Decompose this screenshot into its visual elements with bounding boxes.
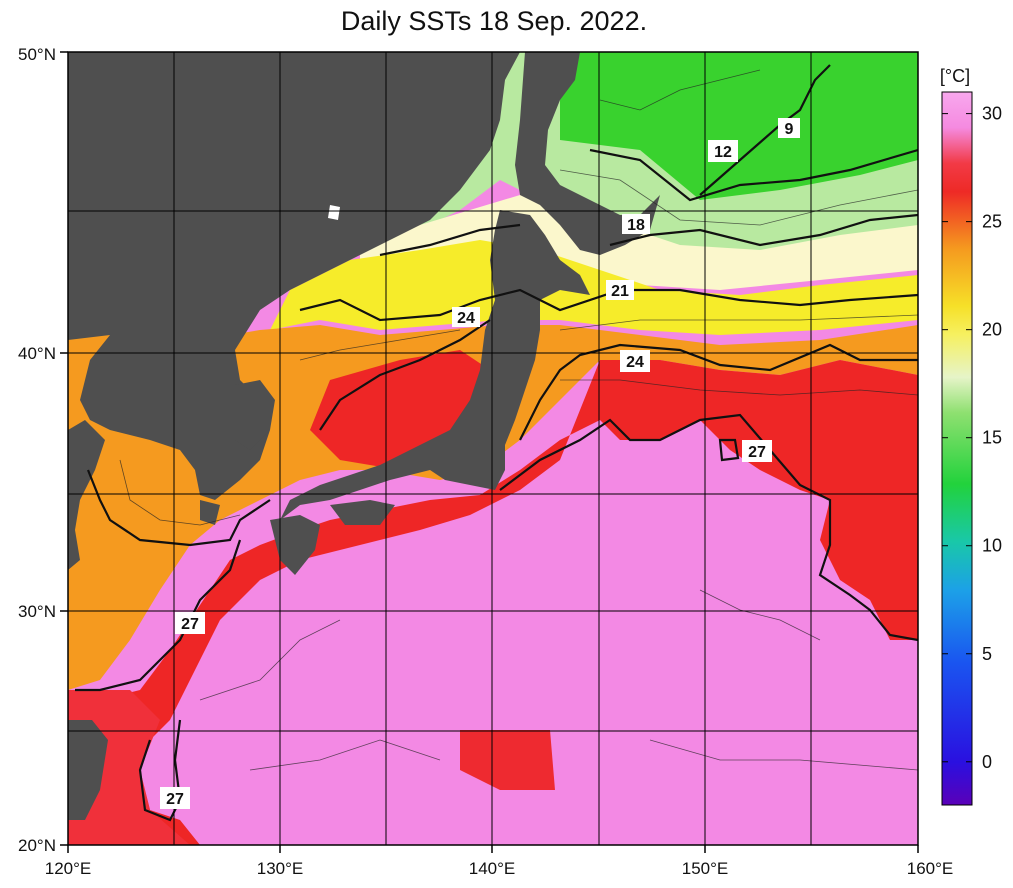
isotherm-21 xyxy=(299,288,918,322)
isotherm-18-west xyxy=(379,223,521,257)
isotherm-27-east-china-sea xyxy=(75,539,242,692)
kyushu-land xyxy=(270,515,320,575)
isotherm-27-south xyxy=(138,719,182,822)
sst-field xyxy=(68,52,918,845)
red-water-band xyxy=(68,360,918,845)
isotherm-label-24-sea-of-japan: 24 xyxy=(457,310,475,327)
isotherm-27-eddy xyxy=(718,438,740,462)
shikoku-land xyxy=(330,500,395,525)
lake-khanka xyxy=(328,205,340,220)
korea-peninsula-land xyxy=(235,380,275,450)
sakhalin-hokkaido-land xyxy=(515,52,660,255)
isotherm-label-27-west: 27 xyxy=(181,616,199,633)
colorbar-label-15: 15 xyxy=(982,428,1002,448)
isotherm-label-9: 9 xyxy=(785,121,794,138)
lon-tick-140: 140°E xyxy=(469,859,516,878)
colorbar-label-20: 20 xyxy=(982,320,1002,340)
jeju-land xyxy=(200,500,220,525)
yellow-water-band xyxy=(270,240,918,335)
lon-tick-130: 130°E xyxy=(257,859,304,878)
isotherm-18-east xyxy=(609,213,918,247)
isotherm-label-18: 18 xyxy=(627,217,645,234)
colorbar-label-5: 5 xyxy=(982,644,992,664)
lat-tick-20: 20°N xyxy=(18,836,56,855)
map-title: Daily SSTs 18 Sep. 2022. xyxy=(340,6,648,36)
map-frame xyxy=(67,51,919,846)
japan-main-islands-land xyxy=(280,210,590,520)
taiwan-land xyxy=(68,720,108,820)
isotherm-9 xyxy=(699,64,831,196)
axis-ticks xyxy=(60,51,919,853)
colorbar-label-0: 0 xyxy=(982,752,992,772)
isotherm-label-21: 21 xyxy=(611,283,629,300)
lon-tick-160: 160°E xyxy=(907,859,954,878)
warm-patch-south xyxy=(460,730,555,790)
lat-tick-50: 50°N xyxy=(18,45,56,64)
isotherm-24-yellow-sea xyxy=(86,469,271,547)
colorbar-tick-labels: 30 25 20 15 10 5 0 xyxy=(982,104,1002,772)
isotherm-label-27-south: 27 xyxy=(166,791,184,808)
isotherm-label-24-pacific: 24 xyxy=(626,354,644,371)
china-coast-land xyxy=(68,420,105,570)
lat-tick-40: 40°N xyxy=(18,344,56,363)
colorbar: [°C] 30 25 20 15 10 5 0 xyxy=(940,66,1002,806)
lon-tick-150: 150°E xyxy=(682,859,729,878)
colorbar-ticks xyxy=(942,113,972,763)
colorbar-label-10: 10 xyxy=(982,536,1002,556)
minor-isotherms xyxy=(119,69,918,771)
colorbar-label-30: 30 xyxy=(982,104,1002,124)
asian-continent-land xyxy=(68,52,520,500)
colorbar-label-25: 25 xyxy=(982,212,1002,232)
lat-tick-30: 30°N xyxy=(18,602,56,621)
colorbar-gradient xyxy=(941,91,973,806)
isotherm-label-27-east: 27 xyxy=(748,444,766,461)
lat-lon-grid xyxy=(68,52,918,845)
isotherm-24-sea-of-japan xyxy=(319,319,491,431)
isotherm-labels: 9 12 18 21 24 24 27 27 27 xyxy=(160,118,800,809)
lon-tick-120: 120°E xyxy=(45,859,92,878)
colorbar-unit: [°C] xyxy=(940,66,970,86)
isotherm-label-12: 12 xyxy=(714,144,732,161)
isotherm-12 xyxy=(589,148,918,202)
isotherm-24-pacific xyxy=(519,343,918,441)
